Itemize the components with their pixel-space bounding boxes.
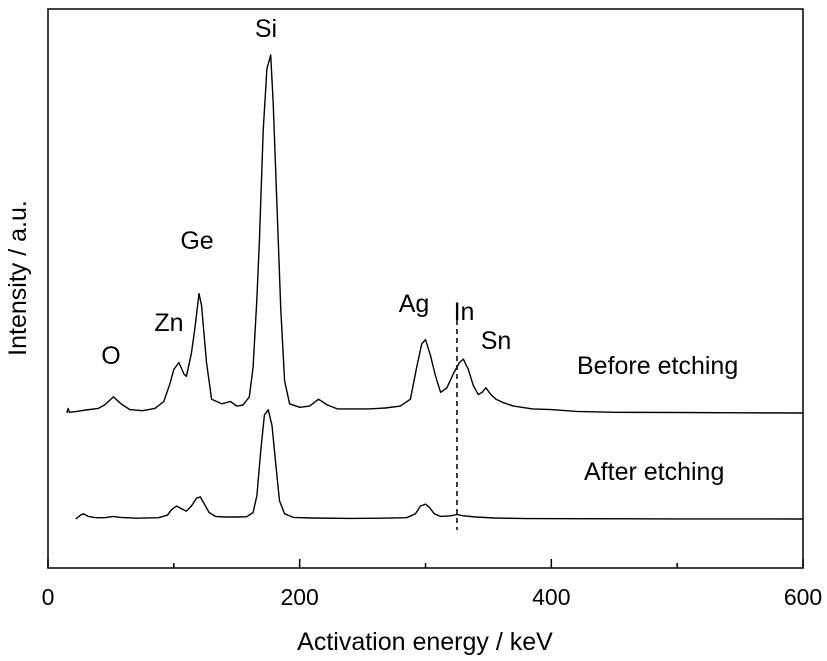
x-tick-label: 0	[42, 584, 55, 610]
x-axis-tick-labels: 0 200 400 600	[42, 584, 823, 610]
x-axis-ticks	[47, 559, 804, 568]
x-tick-label: 600	[784, 584, 822, 610]
series-line-before-etching	[66, 54, 804, 414]
peak-label-sn: Sn	[481, 327, 512, 355]
peak-label-ge: Ge	[180, 227, 213, 255]
peak-labels: O Zn Ge Si Ag In Sn	[101, 15, 511, 370]
series-line-after-etching	[75, 409, 804, 520]
series-lines	[66, 54, 804, 520]
peak-label-si: Si	[255, 15, 277, 43]
x-tick-label: 400	[532, 584, 570, 610]
series-label-after-etching: After etching	[584, 458, 724, 486]
series-label-before-etching: Before etching	[577, 352, 738, 380]
x-axis-title: Activation energy / keV	[297, 628, 553, 656]
y-axis-title: Intensity / a.u.	[4, 200, 32, 356]
peak-label-ag: Ag	[399, 290, 430, 318]
peak-label-in: In	[454, 298, 475, 326]
peak-label-o: O	[101, 342, 120, 370]
x-tick-label: 200	[280, 584, 318, 610]
peak-label-zn: Zn	[154, 309, 183, 337]
